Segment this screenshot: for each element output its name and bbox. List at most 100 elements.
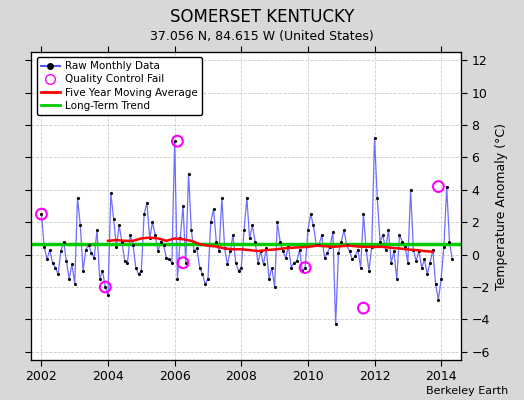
Point — [448, 256, 456, 263]
Point — [351, 253, 359, 260]
Point — [362, 246, 370, 253]
Point — [118, 238, 126, 245]
Point — [168, 260, 176, 266]
Point — [340, 227, 348, 234]
Point — [217, 195, 226, 201]
Point — [440, 243, 448, 250]
Point — [320, 255, 329, 261]
Point — [373, 195, 381, 201]
Point — [367, 243, 376, 250]
Point — [379, 232, 387, 238]
Point — [215, 248, 223, 254]
Point — [132, 264, 140, 271]
Point — [198, 271, 206, 277]
Point — [57, 248, 65, 254]
Point — [62, 258, 71, 264]
Point — [259, 261, 268, 268]
Point — [115, 222, 123, 229]
Point — [232, 260, 240, 266]
Point — [101, 284, 110, 290]
Point — [101, 284, 110, 290]
Point — [193, 245, 201, 251]
Point — [226, 248, 234, 254]
Point — [187, 227, 195, 234]
Point — [445, 238, 454, 245]
Point — [87, 250, 95, 256]
Point — [76, 222, 84, 229]
Point — [210, 206, 218, 212]
Point — [129, 242, 137, 248]
Point — [268, 264, 276, 271]
Point — [229, 232, 237, 238]
Point — [434, 183, 443, 190]
Point — [110, 216, 118, 222]
Point — [301, 264, 309, 271]
Point — [173, 276, 182, 282]
Point — [273, 219, 281, 226]
Point — [431, 281, 440, 287]
Point — [48, 260, 57, 266]
Point — [195, 264, 204, 271]
Point — [146, 235, 154, 242]
Point — [143, 200, 151, 206]
Point — [285, 243, 293, 250]
Point — [434, 297, 443, 303]
Point — [281, 255, 290, 261]
Point — [370, 135, 379, 141]
Point — [387, 260, 396, 266]
Point — [126, 232, 135, 238]
Point — [134, 271, 143, 277]
Point — [234, 268, 243, 274]
Point — [71, 281, 79, 287]
Point — [43, 256, 51, 263]
Point — [290, 260, 298, 266]
Point — [206, 219, 215, 226]
Point — [354, 246, 362, 253]
Point — [298, 268, 307, 274]
Point — [90, 255, 99, 261]
Text: Berkeley Earth: Berkeley Earth — [426, 386, 508, 396]
Point — [279, 248, 287, 254]
Point — [409, 246, 418, 253]
Point — [401, 243, 409, 250]
Point — [403, 260, 412, 266]
Point — [332, 321, 340, 328]
Point — [190, 248, 198, 254]
Point — [395, 232, 403, 238]
Point — [221, 245, 229, 251]
Point — [312, 242, 320, 248]
Point — [390, 248, 398, 254]
Point — [359, 305, 368, 311]
Point — [262, 245, 270, 251]
Text: SOMERSET KENTUCKY: SOMERSET KENTUCKY — [170, 8, 354, 26]
Point — [162, 255, 170, 261]
Point — [407, 186, 415, 193]
Point — [343, 242, 351, 248]
Point — [245, 235, 254, 242]
Point — [254, 260, 262, 266]
Point — [93, 227, 101, 234]
Point — [423, 271, 431, 277]
Point — [182, 260, 190, 266]
Point — [398, 238, 407, 245]
Point — [381, 246, 390, 253]
Point — [179, 203, 187, 209]
Point — [204, 276, 212, 282]
Point — [68, 261, 76, 268]
Point — [54, 271, 62, 277]
Point — [437, 276, 445, 282]
Point — [51, 264, 60, 271]
Point — [270, 284, 279, 290]
Point — [414, 248, 423, 254]
Point — [140, 211, 148, 217]
Point — [257, 248, 265, 254]
Point — [165, 256, 173, 263]
Point — [296, 246, 304, 253]
Point — [376, 238, 384, 245]
Point — [304, 227, 312, 234]
Legend: Raw Monthly Data, Quality Control Fail, Five Year Moving Average, Long-Term Tren: Raw Monthly Data, Quality Control Fail, … — [37, 57, 202, 115]
Point — [123, 260, 132, 266]
Point — [315, 242, 323, 248]
Point — [121, 258, 129, 264]
Point — [240, 227, 248, 234]
